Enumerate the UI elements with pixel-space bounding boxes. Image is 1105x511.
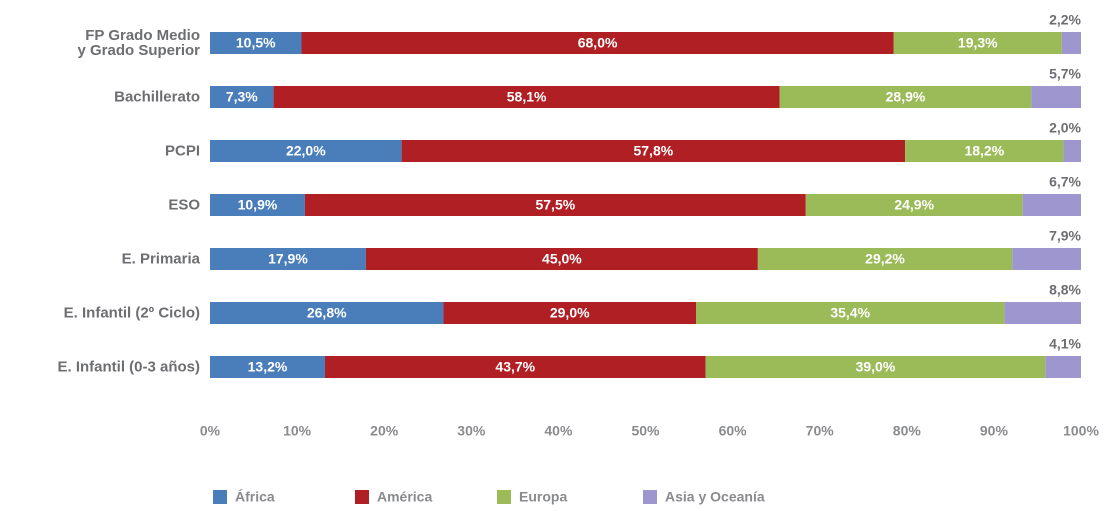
value-label: 28,9% xyxy=(886,89,926,105)
x-tick-label: 50% xyxy=(631,423,660,439)
value-label: 57,8% xyxy=(633,143,673,159)
bar-segment xyxy=(757,248,1013,270)
legend-label: Asia y Oceanía xyxy=(665,489,765,505)
bar-segment xyxy=(210,356,325,378)
x-tick-label: 100% xyxy=(1063,423,1099,439)
bar-segment xyxy=(210,302,444,324)
legend-label: América xyxy=(377,489,432,505)
legend-label: Europa xyxy=(519,489,567,505)
y-tick-label: PCPI xyxy=(164,142,200,160)
value-label: 29,0% xyxy=(550,305,590,321)
x-tick-label: 0% xyxy=(200,423,221,439)
bar-segment xyxy=(1063,140,1081,162)
x-tick-label: 10% xyxy=(283,423,312,439)
bar-segment xyxy=(905,140,1064,162)
bar-segment xyxy=(893,32,1062,54)
value-label: 6,7% xyxy=(1049,174,1081,190)
value-label: 26,8% xyxy=(307,305,347,321)
value-label: 18,2% xyxy=(964,143,1004,159)
y-tick-label: E. Infantil (2º Ciclo) xyxy=(63,304,200,322)
bar-segment xyxy=(1031,86,1081,108)
bar-segment xyxy=(210,32,302,54)
legend-swatch xyxy=(643,490,657,504)
value-label: 8,8% xyxy=(1049,282,1081,298)
value-label: 2,0% xyxy=(1049,120,1081,136)
legend-label: África xyxy=(235,489,275,505)
bar-segment xyxy=(210,86,274,108)
y-tick-label: E. Infantil (0-3 años) xyxy=(57,358,200,376)
value-label: 68,0% xyxy=(578,35,618,51)
bar-segment xyxy=(210,140,402,162)
value-label: 7,3% xyxy=(226,89,258,105)
bar-segment xyxy=(779,86,1032,108)
bar-segment xyxy=(805,194,1023,216)
x-tick-label: 90% xyxy=(980,423,1009,439)
bar-segment xyxy=(365,248,758,270)
value-label: 10,9% xyxy=(238,197,278,213)
bar-segment xyxy=(1012,248,1081,270)
value-label: 2,2% xyxy=(1049,12,1081,28)
bar-segment xyxy=(1004,302,1081,324)
value-label: 10,5% xyxy=(236,35,276,51)
value-label: 39,0% xyxy=(856,359,896,375)
bar-segment xyxy=(401,140,906,162)
legend-swatch xyxy=(355,490,369,504)
bar-segment xyxy=(705,356,1046,378)
legend-swatch xyxy=(497,490,511,504)
bar-segment xyxy=(1061,32,1081,54)
bar-segment xyxy=(210,194,305,216)
value-label: 13,2% xyxy=(248,359,288,375)
bar-segment xyxy=(696,302,1005,324)
bar-segment xyxy=(210,248,366,270)
value-label: 43,7% xyxy=(495,359,535,375)
x-tick-label: 60% xyxy=(719,423,748,439)
bar-segment xyxy=(324,356,706,378)
y-tick-label: E. Primaria xyxy=(121,250,200,268)
value-label: 19,3% xyxy=(958,35,998,51)
value-label: 7,9% xyxy=(1049,228,1081,244)
y-tick-label: Bachillerato xyxy=(114,88,200,106)
x-tick-label: 70% xyxy=(806,423,835,439)
bar-segment xyxy=(304,194,806,216)
x-tick-label: 20% xyxy=(370,423,399,439)
value-label: 29,2% xyxy=(865,251,905,267)
x-tick-label: 80% xyxy=(893,423,922,439)
value-label: 5,7% xyxy=(1049,66,1081,82)
bar-segment xyxy=(1045,356,1081,378)
value-label: 4,1% xyxy=(1049,336,1081,352)
value-label: 58,1% xyxy=(507,89,547,105)
bar-segment xyxy=(301,32,894,54)
value-label: 57,5% xyxy=(535,197,575,213)
x-tick-label: 40% xyxy=(544,423,573,439)
value-label: 24,9% xyxy=(894,197,934,213)
value-label: 22,0% xyxy=(286,143,326,159)
value-label: 35,4% xyxy=(830,305,870,321)
value-label: 17,9% xyxy=(268,251,308,267)
bar-segment xyxy=(1022,194,1081,216)
legend-swatch xyxy=(213,490,227,504)
bar-segment xyxy=(273,86,780,108)
x-tick-label: 30% xyxy=(457,423,486,439)
bar-segment xyxy=(443,302,697,324)
y-tick-label: ESO xyxy=(168,196,200,214)
y-tick-label: FP Grado Medio y Grado Superior xyxy=(77,27,200,59)
value-label: 45,0% xyxy=(542,251,582,267)
